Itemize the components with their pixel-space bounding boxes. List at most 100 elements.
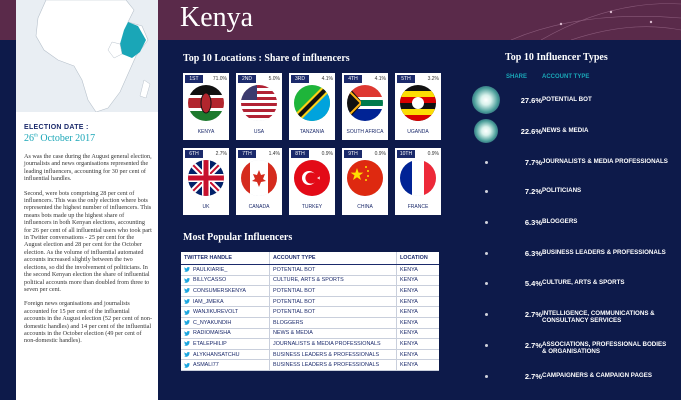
rank-badge: 2ND: [238, 75, 256, 83]
handle-cell[interactable]: RADIOMAISHA: [181, 329, 269, 339]
header-decoration: [510, 3, 681, 40]
type-share-value: 7.7%: [524, 158, 542, 167]
kenya-flag-icon: [188, 85, 224, 121]
share-value: 5.0%: [268, 76, 280, 82]
location-cell: KENYA: [396, 307, 439, 317]
tanzania-flag-icon: [294, 85, 330, 121]
country-name: FRANCE: [407, 204, 429, 210]
influencers-title: Most Popular Influencers: [183, 232, 293, 243]
column-header-type: ACCOUNT TYPE: [269, 252, 396, 264]
country-name: USA: [253, 129, 265, 135]
type-share-value: 2.7%: [524, 310, 542, 319]
locations-title: Top 10 Locations : Share of influencers: [183, 53, 350, 64]
share-bubble: [485, 220, 488, 224]
map-graphic: [16, 0, 158, 113]
type-label: POLITICIANS: [542, 187, 582, 194]
type-label: CAMPAIGNERS & CAMPAIGN PAGES: [542, 372, 653, 379]
handle-cell[interactable]: ASMALI77: [181, 360, 269, 370]
handle-text: RADIOMAISHA: [193, 330, 231, 337]
twitter-bird-icon: [184, 267, 190, 273]
share-value: 3.2%: [427, 76, 439, 82]
type-label: JOURNALISTS & MEDIA PROFESSIONALS: [542, 158, 668, 165]
type-label: INTELLIGENCE, COMMUNICATIONS & CONSULTAN…: [542, 310, 655, 325]
country-name: UK: [202, 204, 210, 210]
account-type-cell: BUSINESS LEADERS & PROFESSIONALS: [269, 360, 396, 370]
account-type-cell: BUSINESS LEADERS & PROFESSIONALS: [269, 349, 396, 360]
share-value: 0.9%: [427, 151, 439, 157]
type-share-value: 2.7%: [524, 372, 542, 381]
rank-badge: 7TH: [238, 150, 256, 158]
share-value: 71.0%: [212, 76, 227, 82]
share-bubble: [485, 343, 488, 347]
handle-text: PAULKIARIE_: [193, 266, 228, 273]
rank-badge: 3RD: [291, 75, 309, 83]
share-bubble: [485, 160, 488, 164]
date-suffix: th: [34, 133, 38, 139]
location-card-turkey: 8TH 0.9% TURKEY: [289, 148, 335, 215]
handle-cell[interactable]: WANJIKUREVOLT: [181, 307, 269, 317]
main-panel: Top 10 Locations : Share of influencers …: [158, 40, 681, 400]
election-date-label: ELECTION DATE :: [24, 124, 89, 131]
location-cell: KENYA: [396, 296, 439, 307]
table-row: RADIOMAISHA NEWS & MEDIA KENYA: [181, 328, 439, 340]
location-card-uk: 6TH 2.7% UK: [183, 148, 229, 215]
table-row: CONSUMERSKENYA POTENTIAL BOT KENYA: [181, 286, 439, 297]
account-type-cell: POTENTIAL BOT: [269, 296, 396, 307]
country-name: TURKEY: [301, 204, 323, 210]
account-type-header: ACCOUNT TYPE: [542, 74, 590, 80]
column-header-handle: TWITTER HANDLE: [184, 255, 232, 261]
twitter-bird-icon: [184, 352, 190, 357]
usa-flag-icon: [241, 85, 277, 121]
left-text: ELECTION DATE : 26th October 2017 As was…: [24, 124, 152, 352]
location-cell: KENYA: [396, 328, 439, 339]
share-bubble: [485, 374, 488, 378]
location-card-uganda: 5TH 3.2% UGANDA: [395, 73, 441, 140]
rank-badge: 1ST: [185, 75, 203, 83]
table-body: PAULKIARIE_ POTENTIAL BOT KENYA BILLYCASSO C…: [181, 265, 439, 371]
handle-cell[interactable]: ETALEPHILIP: [181, 339, 269, 349]
table-row: IAM_JMEKA POTENTIAL BOT KENYA: [181, 296, 439, 308]
account-type-cell: POTENTIAL BOT: [269, 307, 396, 317]
twitter-bird-icon: [184, 320, 190, 326]
location-cell: KENYA: [396, 349, 439, 360]
rank-badge: 8TH: [291, 150, 309, 158]
uk-flag-icon: [188, 160, 224, 196]
type-share-value: 6.3%: [524, 249, 542, 258]
rank-badge: 4TH: [344, 75, 362, 83]
share-value: 0.9%: [321, 151, 333, 157]
location-cell: KENYA: [396, 265, 439, 275]
date-rest: October 2017: [40, 133, 96, 144]
country-name: TANZANIA: [299, 129, 325, 135]
handle-cell[interactable]: C_NYAKUNDIH: [181, 318, 269, 328]
handle-cell[interactable]: IAM_JMEKA: [181, 297, 269, 307]
rank-badge: 5TH: [397, 75, 415, 83]
location-cell: KENYA: [396, 275, 439, 286]
type-label: POTENTIAL BOT: [542, 96, 592, 103]
table-row: WANJIKUREVOLT POTENTIAL BOT KENYA: [181, 307, 439, 318]
share-bubble: [485, 312, 488, 316]
location-cell: KENYA: [396, 339, 439, 349]
location-cell: KENYA: [396, 286, 439, 296]
account-type-cell: JOURNALISTS & MEDIA PROFESSIONALS: [269, 339, 396, 349]
handle-text: ALYKHANSATCHU: [193, 351, 240, 358]
location-card-canada: 7TH 1.4% CANADA: [236, 148, 282, 215]
handle-text: ASMALI77: [193, 362, 219, 369]
share-bubble: [485, 189, 488, 193]
account-type-cell: POTENTIAL BOT: [269, 286, 396, 296]
handle-cell[interactable]: PAULKIARIE_: [181, 265, 269, 275]
handle-cell[interactable]: ALYKHANSATCHU: [181, 350, 269, 360]
china-flag-icon: [347, 160, 383, 196]
handle-cell[interactable]: BILLYCASSO: [181, 276, 269, 286]
rank-badge: 6TH: [185, 150, 203, 158]
table-row: ETALEPHILIP JOURNALISTS & MEDIA PROFESSIO…: [181, 339, 439, 350]
south-africa-flag-icon: [347, 85, 383, 121]
page-title: Kenya: [180, 2, 254, 33]
type-label: ASSOCIATIONS, PROFESSIONAL BODIES & ORGA…: [542, 341, 667, 356]
handle-cell[interactable]: CONSUMERSKENYA: [181, 286, 269, 296]
handle-text: ETALEPHILIP: [193, 340, 227, 347]
handle-text: CONSUMERSKENYA: [193, 287, 246, 294]
left-panel: ELECTION DATE : 26th October 2017 As was…: [16, 0, 158, 400]
location-cell: KENYA: [396, 360, 439, 370]
country-name: SOUTH AFRICA: [346, 129, 384, 135]
table-row: C_NYAKUNDIH BLOGGERS KENYA: [181, 317, 439, 329]
